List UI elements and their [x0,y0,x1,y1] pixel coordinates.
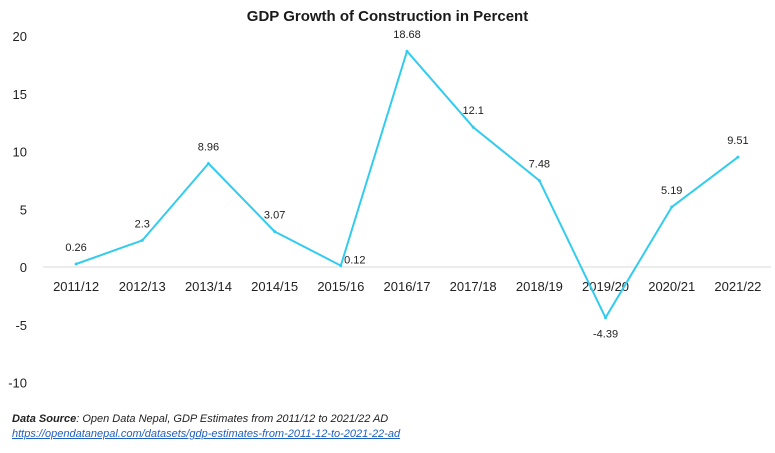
data-source-heading: Data Source [12,413,77,425]
data-point [74,262,78,266]
data-point [670,205,674,209]
y-tick-label: -5 [15,318,27,333]
data-point [537,179,541,183]
y-tick-label: -10 [8,376,27,391]
data-label: 0.26 [65,242,86,254]
x-tick-label: 2020/21 [648,279,695,294]
data-source-text: : Open Data Nepal, GDP Estimates from 20… [76,413,389,425]
line-chart: 20 15 10 5 0 -5 -10 2011/12 2012/13 2013/14 2014/1… [8,29,771,391]
data-source-link[interactable]: https://opendatanepal.com/datasets/gdp-e… [12,428,401,440]
data-label: 3.07 [264,210,285,222]
y-tick-label: 5 [20,202,27,217]
data-label: -4.39 [593,329,618,341]
data-point [339,264,343,268]
data-label: 12.1 [462,105,483,117]
y-tick-label: 20 [13,29,27,44]
data-point [140,238,144,242]
data-label: 7.48 [529,159,550,171]
data-point [736,155,740,159]
x-tick-label: 2017/18 [450,279,497,294]
series-line [75,50,739,319]
data-source-line: Data Source: Open Data Nepal, GDP Estima… [12,412,772,427]
chart-title: GDP Growth of Construction in Percent [246,8,529,25]
data-label: 9.51 [727,135,748,147]
data-label: 0.12 [344,255,365,267]
data-label: 18.68 [393,29,421,41]
data-point [405,49,409,53]
y-tick-label: 15 [13,87,27,102]
data-point [273,230,277,234]
y-tick-label: 0 [20,260,27,275]
data-point [604,316,608,320]
x-tick-label: 2021/22 [714,279,761,294]
x-tick-label: 2019/20 [582,279,629,294]
data-label: 5.19 [661,185,682,197]
data-source-note: Data Source: Open Data Nepal, GDP Estima… [12,412,772,442]
data-label: 2.3 [135,218,150,230]
data-point [206,162,210,166]
x-tick-label: 2018/19 [516,279,563,294]
x-tick-label: 2015/16 [317,279,364,294]
x-tick-label: 2016/17 [384,279,431,294]
x-tick-label: 2012/13 [119,279,166,294]
y-tick-label: 10 [13,145,27,160]
x-tick-label: 2011/12 [53,279,99,294]
data-point [471,125,475,129]
data-label: 8.96 [198,142,219,154]
x-tick-label: 2013/14 [185,279,232,294]
x-tick-label: 2014/15 [251,279,298,294]
